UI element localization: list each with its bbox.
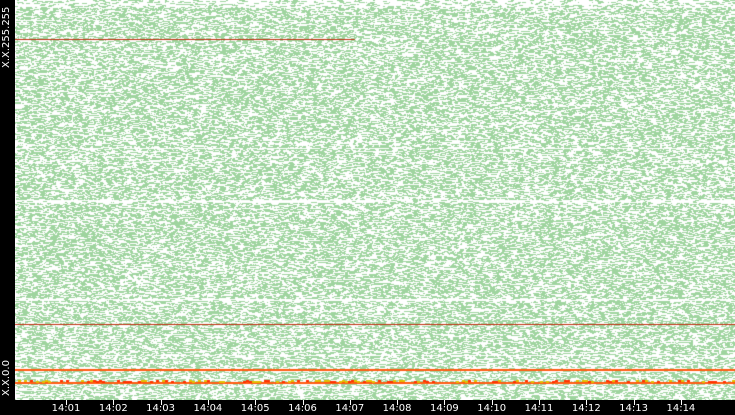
x-tick-label: 14:10	[477, 403, 507, 414]
x-tick-label: 14:09	[429, 403, 459, 414]
x-tick	[397, 400, 399, 405]
y-label-bottom-text: X.X.0.0	[1, 360, 12, 396]
x-tick-label: 14:05	[240, 403, 270, 414]
x-tick-label: 14:11	[524, 403, 554, 414]
x-tick-label: 14:01	[51, 403, 81, 414]
x-tick	[113, 400, 115, 405]
x-tick-label: 14:12	[571, 403, 601, 414]
y-label-top-text: X.X.255.255	[1, 6, 12, 68]
x-tick-label: 14:04	[193, 403, 223, 414]
x-tick-label: 14:08	[382, 403, 412, 414]
x-tick	[160, 400, 162, 405]
plot-area	[15, 0, 735, 400]
x-tick	[633, 400, 635, 405]
x-tick	[349, 400, 351, 405]
x-tick	[539, 400, 540, 405]
x-tick	[66, 400, 67, 405]
x-tick	[302, 400, 304, 405]
x-tick-label: 14:03	[146, 403, 176, 414]
x-tick	[207, 400, 209, 405]
x-tick	[255, 400, 257, 405]
x-tick	[680, 400, 682, 405]
x-tick-label: 14:07	[335, 403, 365, 414]
y-label-top: X.X.255.255	[0, 0, 15, 70]
x-tick	[491, 400, 493, 405]
x-tick	[444, 400, 446, 405]
x-tick-label: 14:06	[288, 403, 317, 414]
x-tick	[586, 400, 588, 405]
x-tick-label: 14:13	[619, 403, 649, 414]
x-tick-label: 14:02	[98, 403, 128, 414]
y-label-bottom: X.X.0.0	[0, 330, 15, 400]
x-tick-label: 14:14	[666, 403, 696, 414]
